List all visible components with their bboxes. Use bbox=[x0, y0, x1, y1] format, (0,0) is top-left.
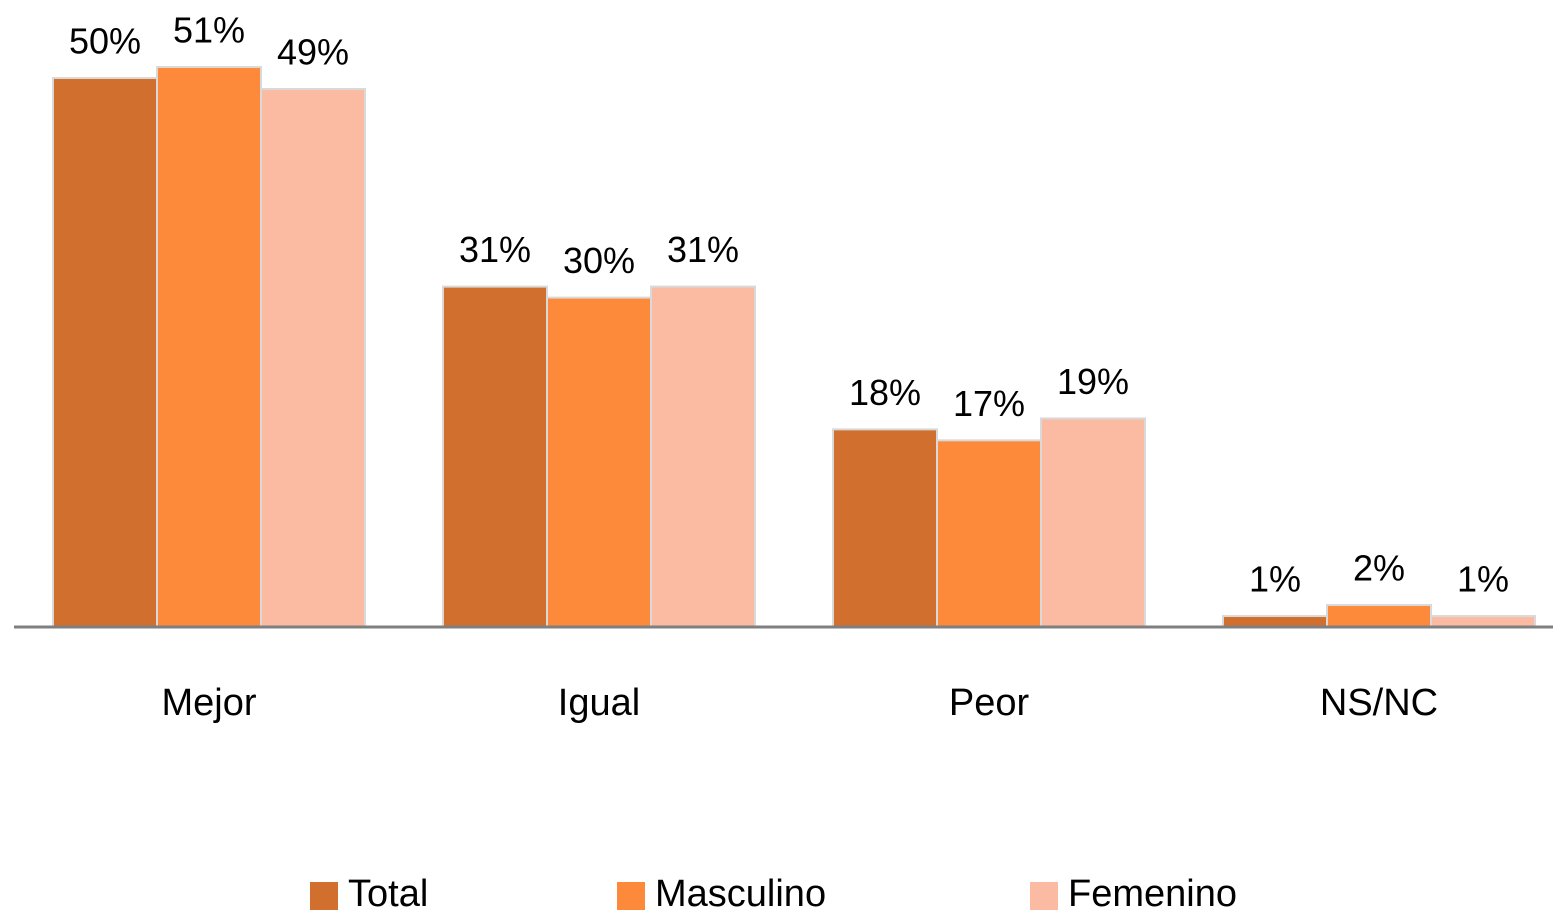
legend-label: Total bbox=[348, 873, 428, 913]
legend-swatch bbox=[310, 882, 338, 910]
bar bbox=[156, 66, 262, 628]
category-label: NS/NC bbox=[1320, 682, 1438, 724]
value-label: 30% bbox=[563, 240, 635, 281]
bar bbox=[52, 77, 158, 628]
value-label: 49% bbox=[277, 31, 349, 72]
bar bbox=[1326, 604, 1432, 628]
bar bbox=[546, 296, 652, 628]
legend-swatch bbox=[1030, 882, 1058, 910]
bar bbox=[832, 428, 938, 628]
bar bbox=[1430, 615, 1536, 629]
legend-label: Femenino bbox=[1068, 873, 1237, 913]
bar bbox=[650, 285, 756, 628]
category-label: Mejor bbox=[161, 682, 256, 724]
category-label: Igual bbox=[558, 682, 640, 724]
legend-label: Masculino bbox=[655, 873, 826, 913]
value-label: 1% bbox=[1249, 559, 1301, 600]
value-label: 51% bbox=[173, 10, 245, 51]
value-label: 17% bbox=[953, 383, 1025, 424]
legend-swatch bbox=[617, 882, 645, 910]
value-label: 2% bbox=[1353, 548, 1405, 589]
value-label: 18% bbox=[849, 372, 921, 413]
value-label: 31% bbox=[667, 229, 739, 270]
bar bbox=[936, 439, 1042, 628]
category-label: Peor bbox=[949, 682, 1030, 724]
bar bbox=[1040, 417, 1146, 628]
bar bbox=[442, 285, 548, 628]
value-label: 50% bbox=[69, 21, 141, 62]
bar bbox=[1222, 615, 1328, 629]
value-label: 31% bbox=[459, 229, 531, 270]
value-label: 19% bbox=[1057, 361, 1129, 402]
bar bbox=[260, 87, 366, 629]
value-label: 1% bbox=[1457, 559, 1509, 600]
